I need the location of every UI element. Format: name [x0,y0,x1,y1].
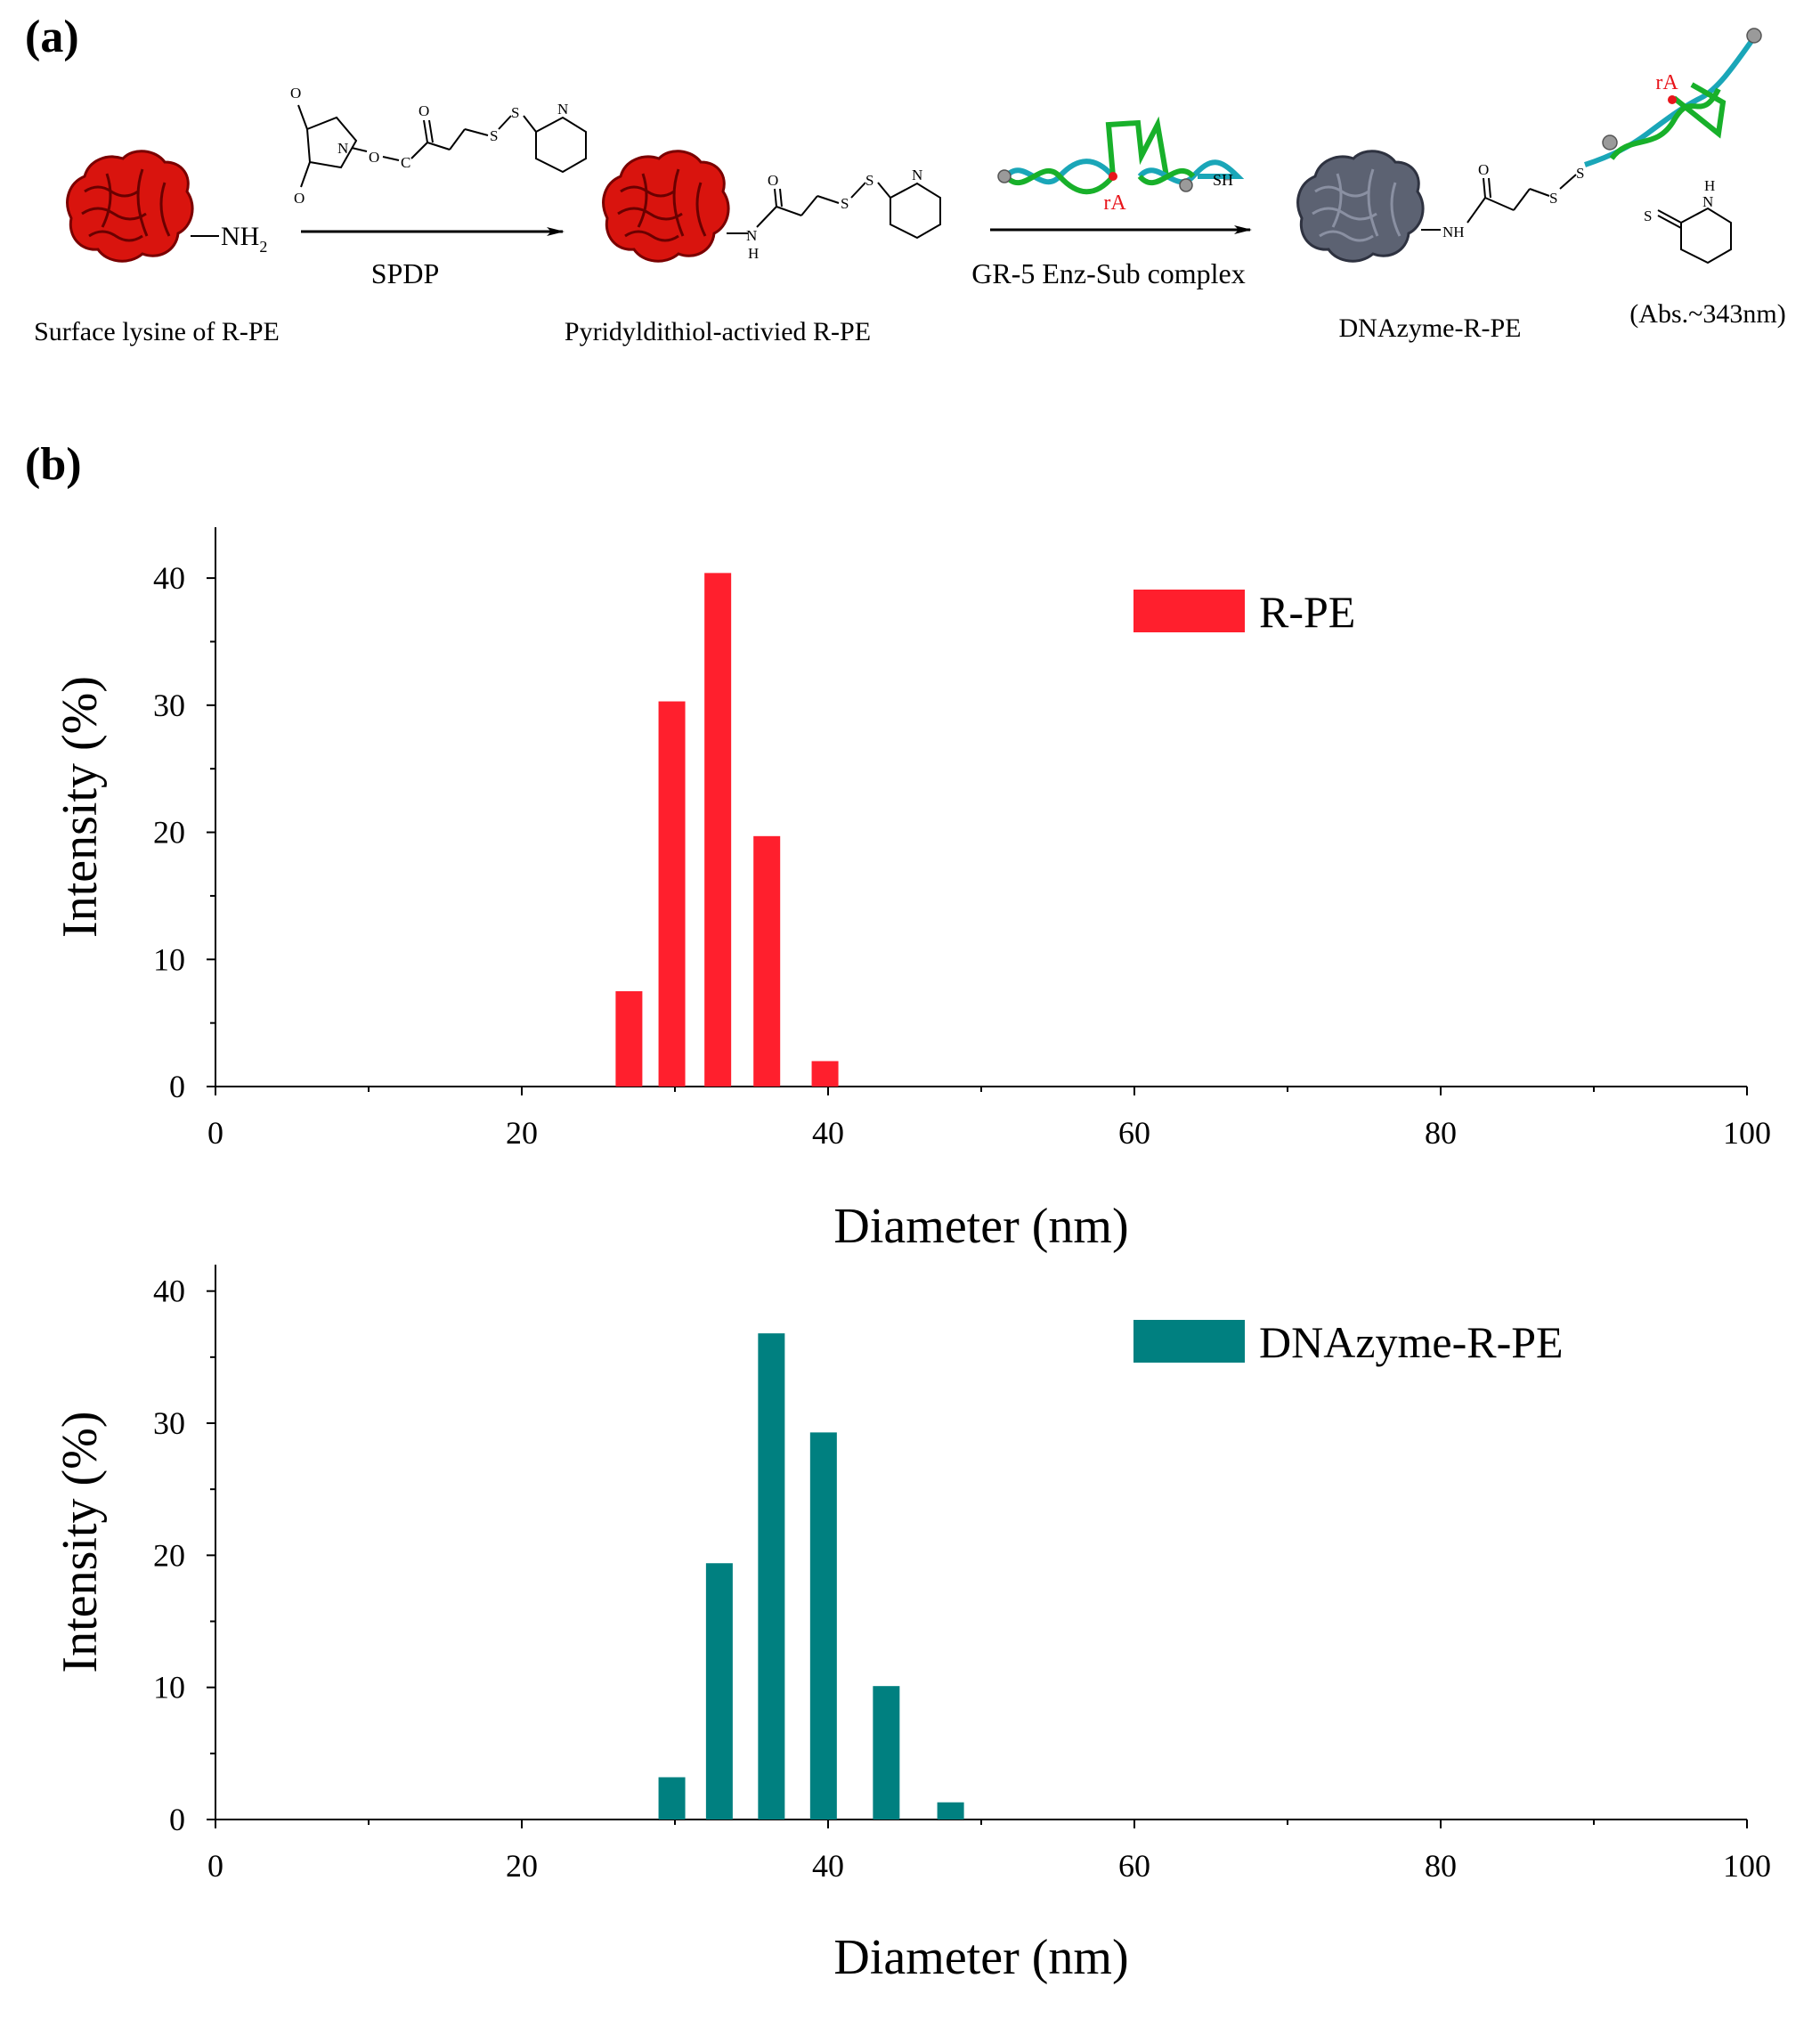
x-tick-label: 80 [1425,1848,1457,1884]
attached-dna-icon [1584,28,1762,167]
svg-text:S: S [490,127,498,144]
bar-27 [615,990,643,1087]
compound3-label: DNAzyme-R-PE [1339,313,1522,343]
bar-32-8 [704,573,732,1087]
spdp-atom-labels: O O N O C O S S N [290,85,568,207]
compound2-label: Pyridyldithiol-activied R-PE [565,317,871,346]
svg-text:O: O [418,102,429,119]
svg-text:N: N [746,227,757,244]
svg-text:S: S [1576,165,1584,182]
y-tick-label: 40 [153,1274,185,1309]
y-tick-label: 30 [153,1405,185,1441]
pyridinethione-structure-icon [1657,207,1732,265]
dnazyme-atom-labels: NH O S S [1442,161,1584,240]
legend-swatch [1133,1320,1245,1363]
x-tick-label: 100 [1723,1115,1771,1151]
legend-label: R-PE [1259,587,1355,637]
y-tick-label: 10 [153,941,185,977]
bar-36 [753,835,781,1087]
y-tick-label: 10 [153,1670,185,1706]
svg-text:C: C [401,154,410,171]
svg-text:O: O [1478,161,1489,178]
x-tick-label: 40 [812,1115,844,1151]
y-tick-label: 0 [169,1069,185,1104]
dnazyme-linker-icon [1421,174,1577,231]
bar-48 [937,1802,964,1820]
y-axis-title: Intensity (%) [53,1412,108,1673]
svg-text:N: N [557,101,568,118]
compound1-label: Surface lysine of R-PE [34,317,280,346]
bar-43-8 [873,1686,900,1820]
activated-protein-icon [602,150,730,263]
y-axis-title: Intensity (%) [53,676,108,938]
y-tick-label: 30 [153,688,185,723]
reagent2-label: GR-5 Enz-Sub complex [971,257,1246,289]
bar-39-7 [809,1432,837,1820]
svg-text:O: O [294,190,305,207]
bar-29-8 [658,701,686,1087]
bar-36-3 [758,1333,785,1820]
byproduct-note: (Abs.~343nm) [1629,299,1785,329]
dnazyme-complex-icon [997,116,1245,195]
spdp-structure-icon [297,104,587,188]
svg-text:H: H [748,245,759,262]
bar-39-8 [811,1061,839,1087]
bar-29-8 [658,1777,686,1820]
byproduct-atom-labels: S N H [1644,177,1715,224]
x-axis-title: Diameter (nm) [833,1930,1128,1985]
svg-text:O: O [768,172,778,189]
svg-text:S: S [1644,208,1652,224]
x-tick-label: 20 [506,1848,538,1884]
x-tick-label: 60 [1118,1115,1150,1151]
r-pe-protein-icon [66,150,194,263]
reagent1-label: SPDP [371,257,440,289]
ra-label: rA [1103,191,1126,215]
y-tick-label: 40 [153,560,185,596]
x-tick-label: 60 [1118,1848,1150,1884]
svg-text:NH: NH [1442,224,1465,240]
svg-text:N: N [337,140,348,157]
panel-b-label: (b) [25,439,82,490]
svg-text:S: S [511,104,519,121]
pdp-linker-icon [727,182,941,240]
linker-atom-labels: N H O S S N [746,167,922,262]
reaction-scheme: NH2 Surface lysine of R-PE O O N O C O S… [34,28,1786,346]
legend-swatch [1133,590,1245,632]
x-tick-label: 80 [1425,1115,1457,1151]
x-axis-title: Diameter (nm) [833,1199,1128,1254]
r-pe-size-distribution-chart: 0 20 40 60 80 100 0 10 20 30 40 Diameter (nm) Intens… [53,527,1771,1254]
svg-text:S: S [1549,190,1557,207]
svg-text:N: N [912,167,922,183]
x-tick-label: 0 [207,1848,223,1884]
legend-label: DNAzyme-R-PE [1259,1317,1564,1367]
dnazyme-r-pe-size-distribution-chart: 0 20 40 60 80 100 0 10 20 30 40 Diameter (nm) Intens… [53,1265,1771,1985]
ra-label-2: rA [1655,71,1678,94]
dnazyme-protein-icon [1296,150,1425,263]
x-tick-label: 40 [812,1848,844,1884]
y-tick-label: 20 [153,815,185,851]
panel-a-label: (a) [25,12,79,62]
x-tick-label: 20 [506,1115,538,1151]
x-tick-label: 100 [1723,1848,1771,1884]
y-tick-label: 0 [169,1802,185,1837]
svg-text:S: S [841,195,849,212]
svg-text:O: O [369,149,379,166]
sh-label: SH [1213,171,1233,189]
svg-text:O: O [290,85,301,102]
svg-text:N: N [1702,193,1713,210]
x-tick-label: 0 [207,1115,223,1151]
bar-32-9 [705,1563,733,1820]
y-tick-label: 20 [153,1537,185,1573]
svg-text:S: S [865,172,873,189]
amine-group-label: NH2 [221,222,267,256]
svg-text:H: H [1704,177,1715,194]
